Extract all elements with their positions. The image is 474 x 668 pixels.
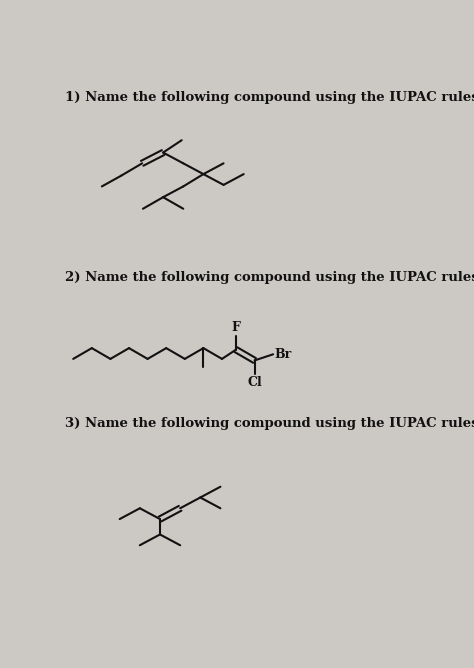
Text: Br: Br [275, 348, 292, 361]
Text: Cl: Cl [247, 376, 262, 389]
Text: 2) Name the following compound using the IUPAC rules. (10 pts): 2) Name the following compound using the… [65, 271, 474, 284]
Text: 3) Name the following compound using the IUPAC rules. (10 pts): 3) Name the following compound using the… [65, 418, 474, 430]
Text: F: F [231, 321, 240, 334]
Text: 1) Name the following compound using the IUPAC rules. (10 pts): 1) Name the following compound using the… [65, 91, 474, 104]
